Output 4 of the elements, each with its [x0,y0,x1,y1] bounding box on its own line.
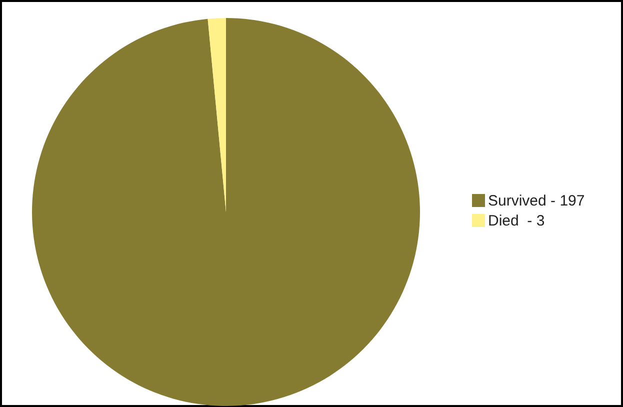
pie-slice [208,18,226,212]
pie-slice [32,18,420,406]
legend-label: Died - 3 [488,212,545,230]
legend-label: Survived - 197 [488,192,585,210]
